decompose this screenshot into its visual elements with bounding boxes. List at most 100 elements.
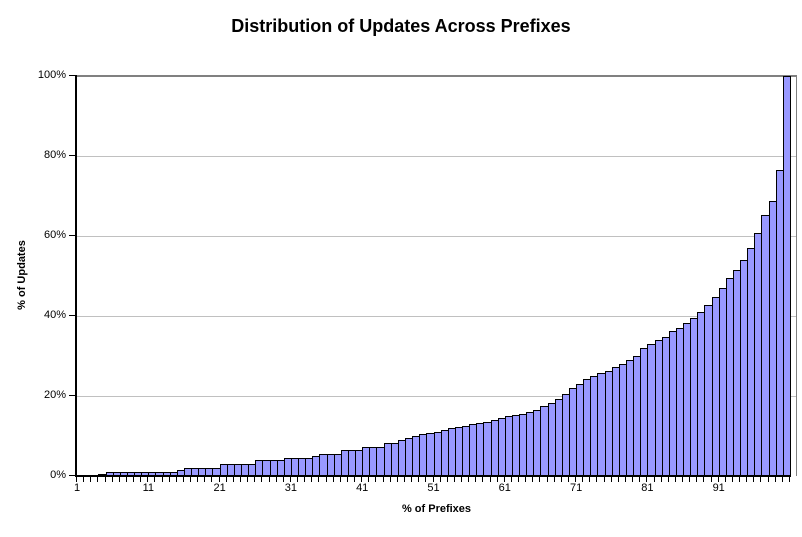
x-tick xyxy=(90,477,91,482)
x-tick xyxy=(261,477,262,482)
x-tick xyxy=(404,477,405,482)
y-tick-label: 80% xyxy=(43,149,66,161)
x-tick xyxy=(361,477,362,482)
x-tick xyxy=(269,477,270,482)
x-tick xyxy=(154,477,155,482)
x-tick xyxy=(711,477,712,482)
x-tick xyxy=(582,477,583,482)
x-tick xyxy=(696,477,697,482)
x-tick xyxy=(418,477,419,482)
x-tick xyxy=(133,477,134,482)
gridline-60 xyxy=(77,236,796,237)
x-tick xyxy=(547,477,548,482)
x-tick-label: 11 xyxy=(142,482,154,494)
x-tick xyxy=(219,477,220,482)
x-tick xyxy=(497,477,498,482)
y-axis-title: % of Updates xyxy=(16,240,28,310)
x-tick xyxy=(661,477,662,482)
x-tick-label: 51 xyxy=(427,482,440,494)
x-tick xyxy=(511,477,512,482)
x-tick xyxy=(468,477,469,482)
x-tick xyxy=(746,477,747,482)
x-tick xyxy=(525,477,526,482)
x-tick xyxy=(162,477,163,482)
x-axis-line xyxy=(75,475,791,477)
x-tick xyxy=(539,477,540,482)
x-tick xyxy=(297,477,298,482)
x-tick xyxy=(397,477,398,482)
x-tick xyxy=(604,477,605,482)
x-tick xyxy=(782,477,783,482)
bars-series xyxy=(77,76,791,476)
x-tick xyxy=(611,477,612,482)
x-tick xyxy=(390,477,391,482)
y-tick xyxy=(69,315,76,316)
y-axis-line xyxy=(75,75,77,477)
y-tick xyxy=(69,475,76,476)
x-tick xyxy=(326,477,327,482)
x-tick xyxy=(340,477,341,482)
plot-area xyxy=(77,75,797,476)
x-tick xyxy=(775,477,776,482)
y-tick-label: 40% xyxy=(43,309,66,321)
x-tick xyxy=(461,477,462,482)
x-tick xyxy=(703,477,704,482)
x-tick xyxy=(753,477,754,482)
x-tick xyxy=(532,477,533,482)
x-tick-label: 81 xyxy=(641,482,654,494)
x-tick xyxy=(83,477,84,482)
x-tick xyxy=(254,477,255,482)
y-tick xyxy=(69,75,76,76)
x-tick xyxy=(718,477,719,482)
x-tick xyxy=(105,477,106,482)
gridline-100 xyxy=(77,76,796,77)
x-tick-label: 71 xyxy=(569,482,583,494)
x-tick xyxy=(518,477,519,482)
x-tick xyxy=(447,477,448,482)
x-tick xyxy=(732,477,733,482)
x-tick xyxy=(354,477,355,482)
x-tick xyxy=(97,477,98,482)
gridline-20 xyxy=(77,396,796,397)
x-tick xyxy=(76,477,77,482)
x-tick xyxy=(618,477,619,482)
x-tick xyxy=(233,477,234,482)
x-tick xyxy=(682,477,683,482)
x-tick xyxy=(789,477,790,482)
x-tick xyxy=(425,477,426,482)
x-tick xyxy=(169,477,170,482)
x-tick xyxy=(433,477,434,482)
x-tick xyxy=(475,477,476,482)
x-tick xyxy=(126,477,127,482)
x-tick xyxy=(490,477,491,482)
x-tick xyxy=(625,477,626,482)
x-tick-label: 1 xyxy=(73,482,81,494)
x-tick xyxy=(760,477,761,482)
x-tick xyxy=(575,477,576,482)
x-tick xyxy=(190,477,191,482)
x-tick xyxy=(318,477,319,482)
y-tick-label: 100% xyxy=(37,69,66,81)
x-tick xyxy=(211,477,212,482)
x-tick xyxy=(347,477,348,482)
y-tick xyxy=(69,235,76,236)
x-tick xyxy=(689,477,690,482)
x-tick xyxy=(554,477,555,482)
x-tick xyxy=(204,477,205,482)
x-tick xyxy=(176,477,177,482)
x-tick xyxy=(147,477,148,482)
x-tick xyxy=(411,477,412,482)
x-tick xyxy=(632,477,633,482)
x-tick xyxy=(596,477,597,482)
x-tick xyxy=(183,477,184,482)
x-tick xyxy=(276,477,277,482)
x-tick xyxy=(768,477,769,482)
y-tick-label: 20% xyxy=(43,389,66,401)
x-tick xyxy=(375,477,376,482)
x-tick xyxy=(440,477,441,482)
x-tick xyxy=(482,477,483,482)
x-axis-title: % of Prefixes xyxy=(401,503,472,515)
x-tick xyxy=(654,477,655,482)
x-tick xyxy=(247,477,248,482)
